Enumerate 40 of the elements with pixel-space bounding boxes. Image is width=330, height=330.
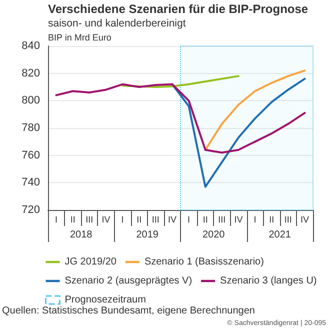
chart-subtitle: saison- und kalenderbereinigt — [48, 18, 186, 30]
y-tick-label: 820 — [22, 67, 40, 80]
x2-tick-label: 2018 — [70, 230, 93, 240]
x-tick-label: I — [188, 214, 190, 224]
x-tick-label: I — [254, 214, 256, 224]
chart-title: Verschiedene Szenarien für die BIP-Prognose — [48, 2, 308, 16]
x2-tick-label: 2020 — [202, 230, 226, 240]
x2-tick-label: 2021 — [268, 230, 292, 240]
y-axis-title: BIP in Mrd Euro — [48, 32, 112, 42]
legend-label: Szenario 3 (langes U) — [220, 276, 317, 286]
x-tick-label: II — [269, 214, 274, 224]
x-tick-label: II — [70, 214, 76, 224]
x-tick-label: II — [136, 214, 142, 224]
source-note: Quellen: Statistisches Bundesamt, eigene Berechnungen — [2, 306, 255, 316]
x-tick-label: IV — [300, 214, 309, 224]
y-tick-label: 720 — [22, 204, 40, 216]
line-series — [204, 70, 306, 151]
legend-label: JG 2019/20 — [64, 256, 117, 268]
x2-tick-label: 2019 — [136, 230, 159, 240]
x-tick-label: III — [152, 214, 160, 224]
x-tick-label: IV — [168, 214, 176, 224]
legend-label: Szenario 1 (Basisszenario) — [144, 256, 264, 268]
x-tick-label: I — [55, 214, 58, 224]
line-series — [55, 83, 306, 154]
x-tick-label: I — [121, 214, 124, 224]
legend-label: Szenario 2 (ausgeprägtes V) — [64, 276, 192, 286]
y-tick-label: 740 — [22, 176, 40, 189]
y-tick-label: 840 — [22, 40, 40, 52]
x-tick-label: IV — [234, 214, 243, 224]
y-tick-label: 800 — [22, 94, 40, 107]
x-tick-label: III — [218, 214, 226, 224]
x-tick-label: II — [202, 214, 208, 224]
x-tick-label: IV — [102, 214, 110, 224]
y-tick-label: 760 — [22, 149, 40, 162]
x-tick-label: III — [86, 214, 94, 224]
line-series — [171, 78, 306, 188]
x-tick-label: III — [284, 214, 292, 224]
y-tick-label: 780 — [22, 122, 40, 134]
legend-label: Prognosezeitraum — [64, 294, 146, 306]
line-series — [122, 75, 240, 88]
